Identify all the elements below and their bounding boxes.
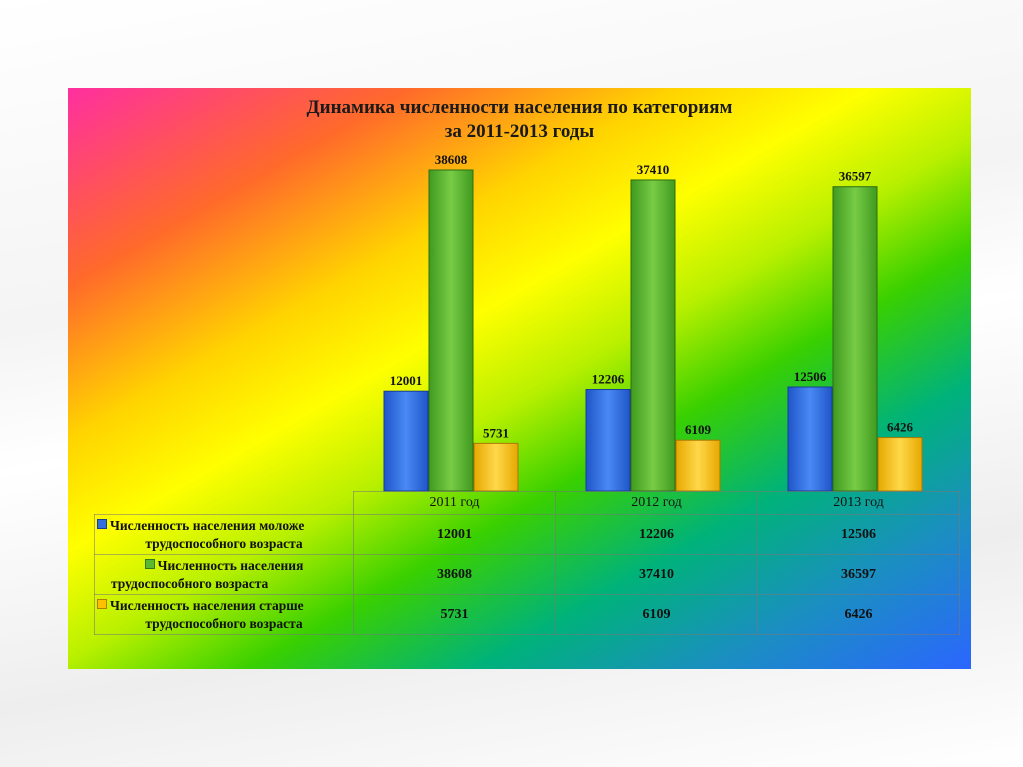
legend-entry-old: Численность населения старше трудоспособ… — [94, 594, 354, 635]
bar — [428, 169, 474, 492]
legend-swatch-yellow — [97, 598, 107, 609]
table-header-2011: 2011 год — [353, 491, 556, 515]
legend-swatch-blue — [97, 518, 107, 529]
legend-label: трудоспособного возраста — [145, 535, 303, 551]
bar — [585, 389, 631, 492]
legend-entry-young: Численность населения моложе трудоспособ… — [94, 514, 354, 555]
table-row: Численность населения старше трудоспособ… — [94, 594, 960, 635]
legend-label: трудоспособного возраста — [145, 615, 303, 631]
chart-title-line2: за 2011-2013 годы — [444, 121, 595, 142]
chart-title: Динамика численности населения по катего… — [68, 96, 971, 144]
table-cell: 12506 — [757, 514, 960, 555]
table-corner — [95, 492, 354, 515]
bar — [832, 186, 878, 492]
table-cell: 38608 — [353, 554, 556, 595]
table-cell: 37410 — [555, 554, 758, 595]
bar-chart: 12001 38608 5731 12206 37410 6109 12506 36597 64… — [383, 152, 923, 492]
table-cell: 36597 — [757, 554, 960, 595]
bar-data-label: 36597 — [839, 169, 872, 184]
bar-data-label: 6109 — [685, 422, 712, 437]
legend-swatch-green — [144, 558, 155, 569]
chart-title-line1: Динамика численности населения по катего… — [306, 97, 733, 118]
bar-data-label: 12001 — [390, 373, 423, 388]
bars-group: 12001 38608 5731 12206 37410 6109 12506 36597 64… — [383, 152, 923, 492]
table-header-row: 2011 год 2012 год 2013 год — [95, 491, 960, 515]
data-table: 2011 год 2012 год 2013 год Численность н… — [94, 491, 960, 635]
legend-label: Численность населения моложе — [110, 517, 305, 533]
table-row: Численность населения моложе трудоспособ… — [94, 514, 960, 555]
table-header-2013: 2013 год — [757, 491, 960, 515]
table-cell: 5731 — [353, 594, 556, 635]
legend-label: трудоспособного возраста — [111, 575, 269, 591]
bar-data-label: 12206 — [592, 372, 625, 387]
chart-panel: Динамика численности населения по катего… — [68, 88, 971, 669]
table-cell: 12001 — [353, 514, 556, 555]
bar — [675, 439, 721, 492]
table-cell: 12206 — [555, 514, 758, 555]
table-header-2012: 2012 год — [555, 491, 758, 515]
table-row: Численность населения трудоспособного во… — [94, 554, 960, 595]
bar — [630, 179, 676, 492]
legend-label: Численность населения — [157, 557, 304, 573]
bar — [473, 442, 519, 492]
table-cell: 6109 — [555, 594, 758, 635]
bar-data-label: 12506 — [794, 369, 827, 384]
bar-data-label: 5731 — [483, 425, 509, 440]
bar-data-label: 37410 — [637, 162, 670, 177]
legend-label: Численность населения старше — [110, 597, 304, 613]
bar — [787, 386, 833, 492]
table-cell: 6426 — [757, 594, 960, 635]
bar — [383, 390, 429, 492]
bar — [877, 437, 923, 492]
legend-entry-working: Численность населения трудоспособного во… — [94, 554, 354, 595]
bar-data-label: 6426 — [887, 420, 914, 435]
bar-data-label: 38608 — [435, 152, 468, 167]
